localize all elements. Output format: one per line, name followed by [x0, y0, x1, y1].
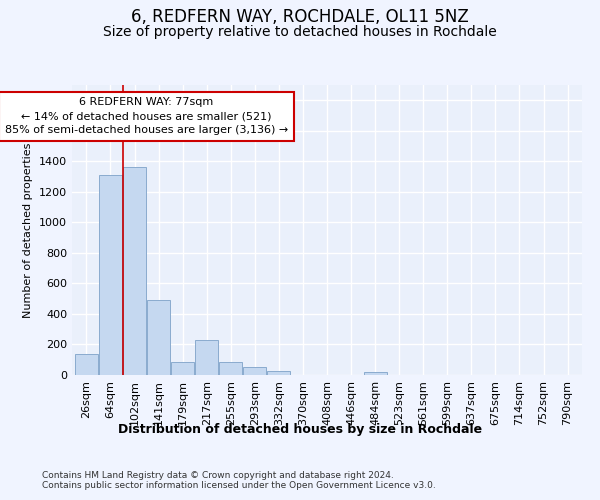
Text: 6, REDFERN WAY, ROCHDALE, OL11 5NZ: 6, REDFERN WAY, ROCHDALE, OL11 5NZ — [131, 8, 469, 26]
Bar — [364, 372, 386, 375]
Bar — [123, 168, 146, 375]
Bar — [244, 368, 266, 375]
Text: Contains HM Land Registry data © Crown copyright and database right 2024.
Contai: Contains HM Land Registry data © Crown c… — [42, 470, 436, 490]
Text: Size of property relative to detached houses in Rochdale: Size of property relative to detached ho… — [103, 25, 497, 39]
Bar — [171, 362, 194, 375]
Bar — [220, 362, 242, 375]
Bar — [75, 354, 98, 375]
Bar — [147, 300, 170, 375]
Text: Distribution of detached houses by size in Rochdale: Distribution of detached houses by size … — [118, 422, 482, 436]
Bar — [195, 340, 218, 375]
Bar — [268, 371, 290, 375]
Bar — [99, 175, 122, 375]
Y-axis label: Number of detached properties: Number of detached properties — [23, 142, 34, 318]
Text: 6 REDFERN WAY: 77sqm
← 14% of detached houses are smaller (521)
85% of semi-deta: 6 REDFERN WAY: 77sqm ← 14% of detached h… — [5, 97, 288, 135]
